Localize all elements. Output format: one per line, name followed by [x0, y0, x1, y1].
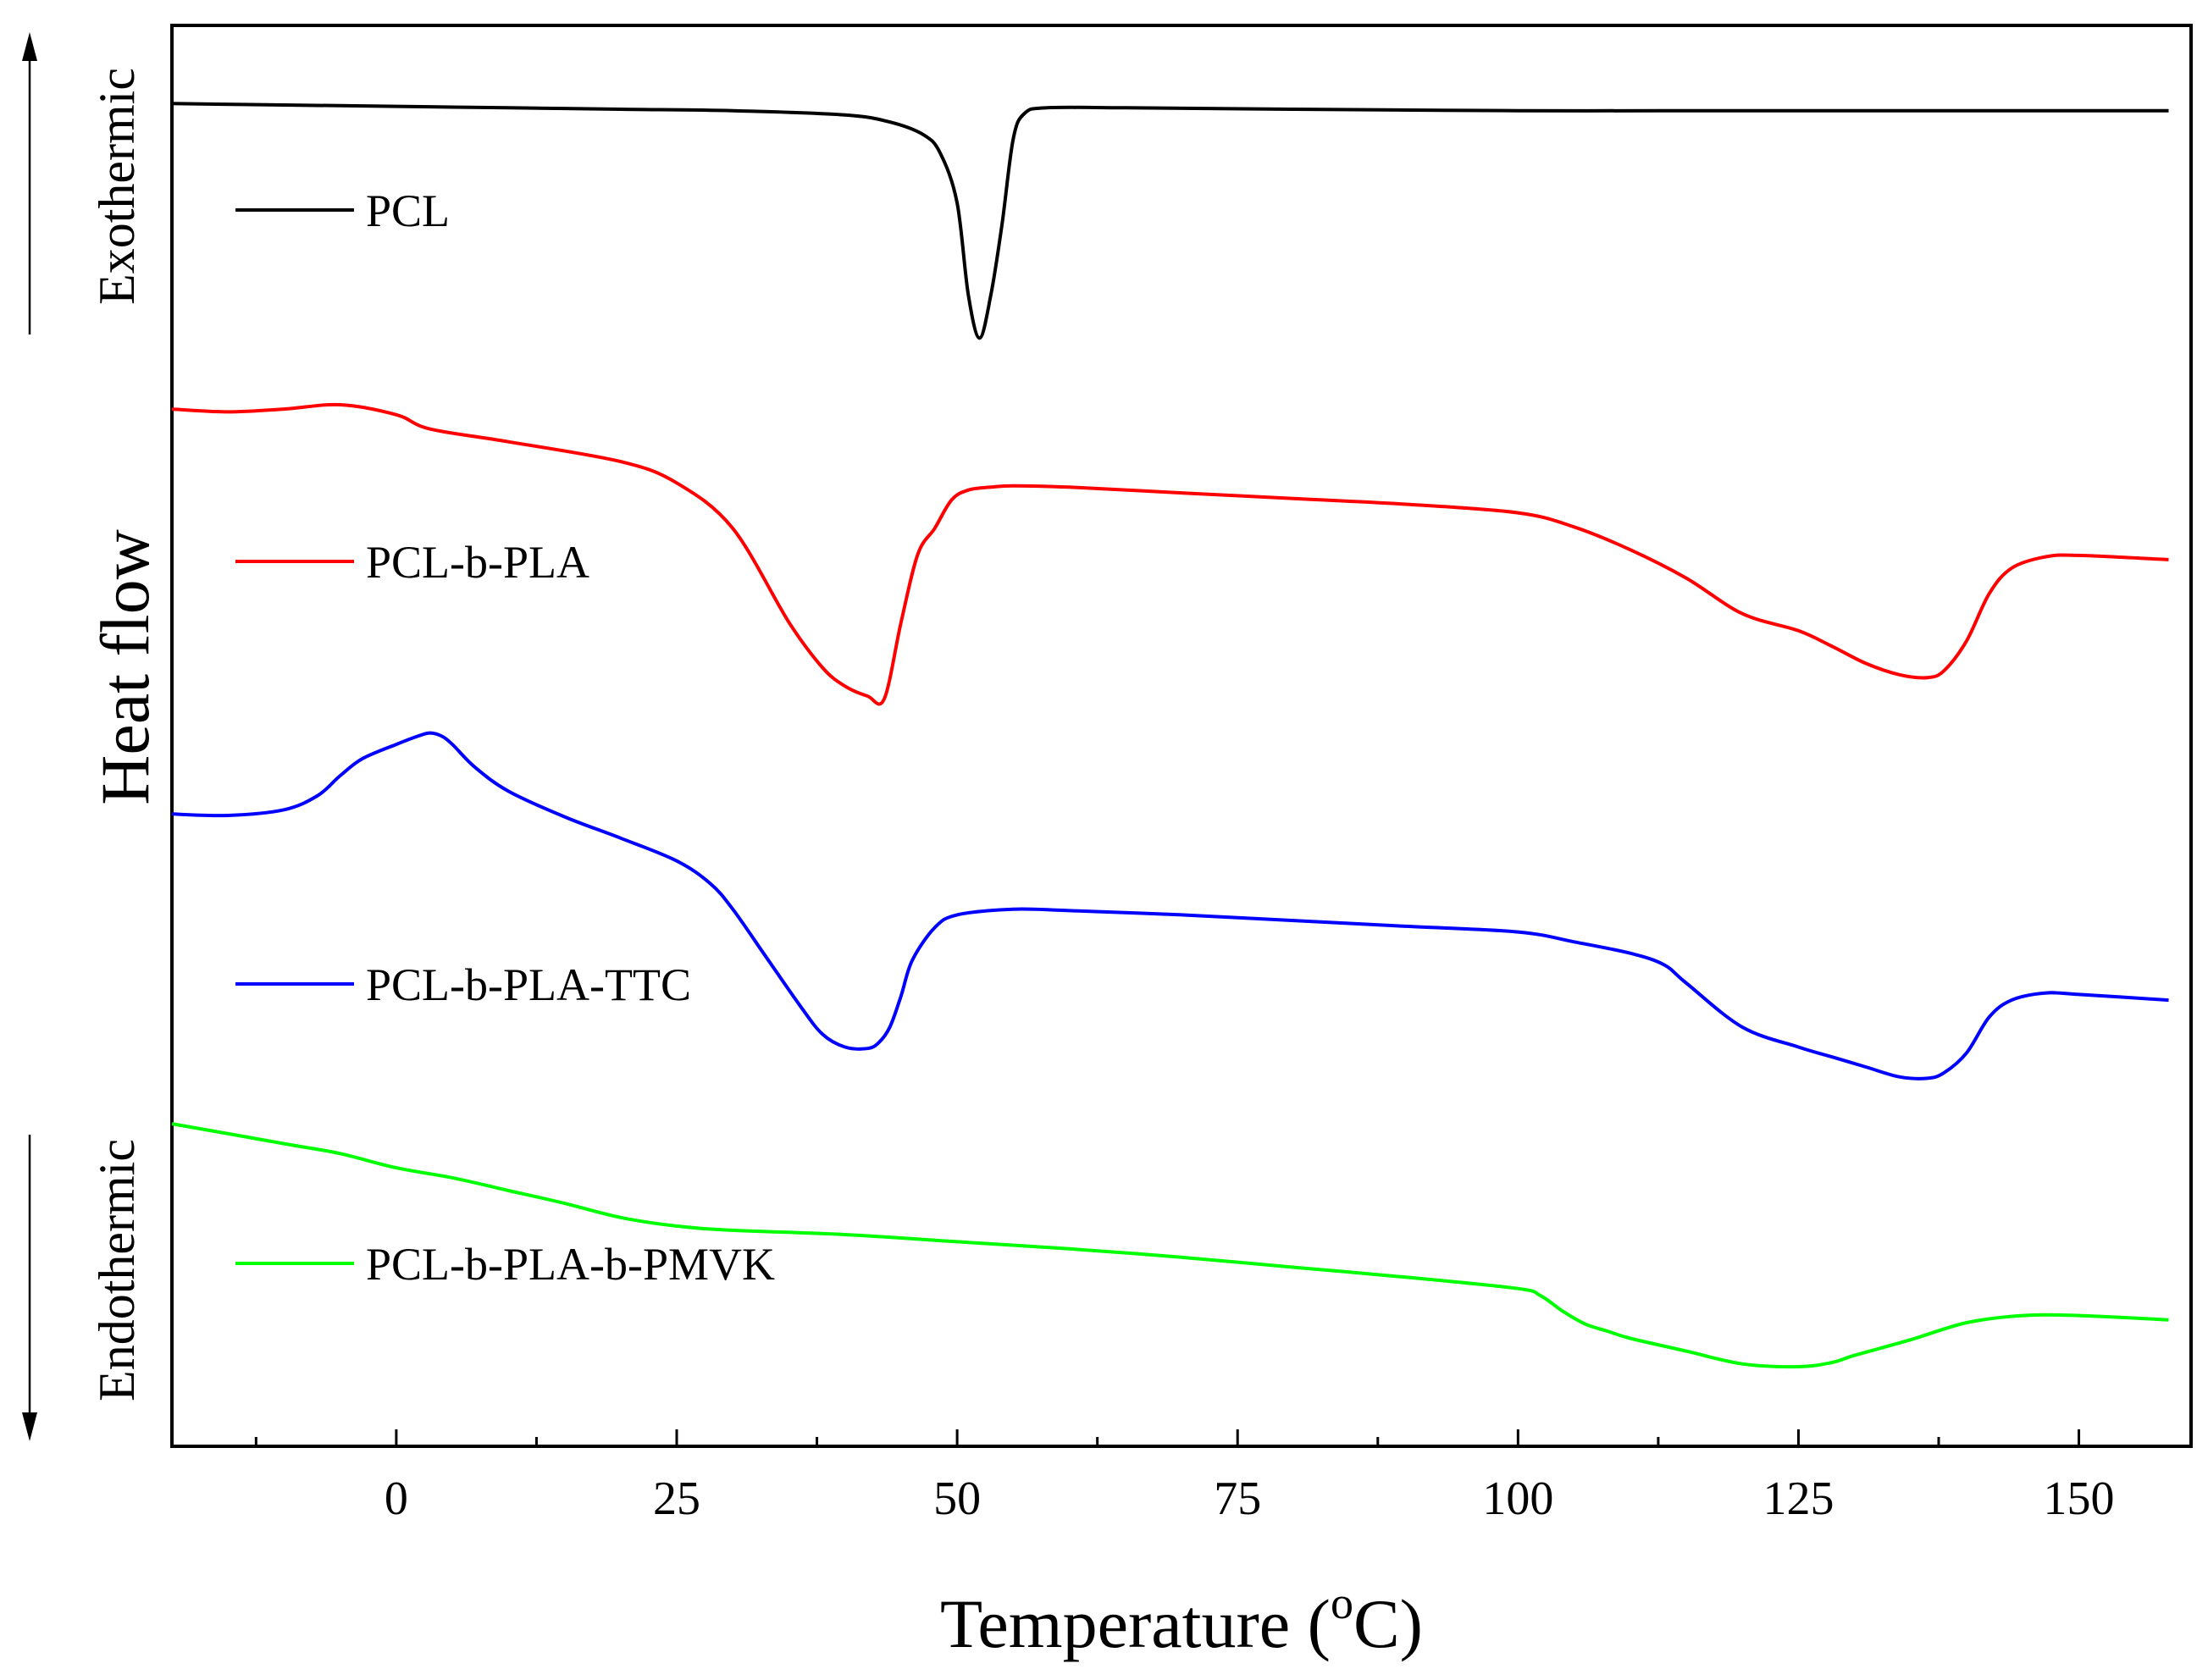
x-axis-title-unit: C)	[1353, 1585, 1423, 1662]
legend: PCL PCL-b-PLA PCL-b-PLA-TTC PCL-b-PLA-b-PMV…	[235, 185, 775, 1290]
endothermic-label: Endothermic	[89, 1139, 145, 1401]
x-tick-label: 25	[653, 1473, 700, 1525]
x-tick-label: 50	[933, 1473, 981, 1525]
x-axis-title: Temperature (oC)	[940, 1578, 1423, 1662]
y-axis-title: Heat flow	[86, 529, 163, 805]
series-layer	[171, 102, 2169, 1369]
exothermic-label: Exothermic	[89, 68, 145, 305]
x-axis: 0 25 50 75 100 125 150	[254, 1429, 2115, 1525]
legend-label-pcl: PCL	[366, 185, 450, 236]
legend-label-pcl-b-pla-b-pmvk: PCL-b-PLA-b-PMVK	[366, 1239, 775, 1290]
exothermic-arrow-icon	[22, 32, 37, 334]
x-axis-title-main: Temperature (	[940, 1585, 1331, 1662]
x-tick-label: 100	[1482, 1473, 1553, 1525]
legend-label-pcl-b-pla: PCL-b-PLA	[366, 537, 589, 588]
series-line-pcl	[171, 102, 2169, 340]
x-tick-label: 0	[385, 1473, 408, 1525]
legend-label-pcl-b-pla-ttc: PCL-b-PLA-TTC	[366, 959, 691, 1010]
x-tick-label: 125	[1763, 1473, 1834, 1525]
x-tick-label: 150	[2044, 1473, 2115, 1525]
endothermic-arrow-icon	[22, 1135, 37, 1441]
x-axis-title-superscript: o	[1331, 1578, 1353, 1628]
series-line-pcl-b-pla-b-pmvk	[171, 1122, 2169, 1369]
x-tick-label: 75	[1214, 1473, 1261, 1525]
series-line-pcl-b-pla-ttc	[171, 731, 2169, 1080]
series-line-pcl-b-pla	[171, 402, 2169, 706]
plot-frame	[170, 24, 2193, 1448]
